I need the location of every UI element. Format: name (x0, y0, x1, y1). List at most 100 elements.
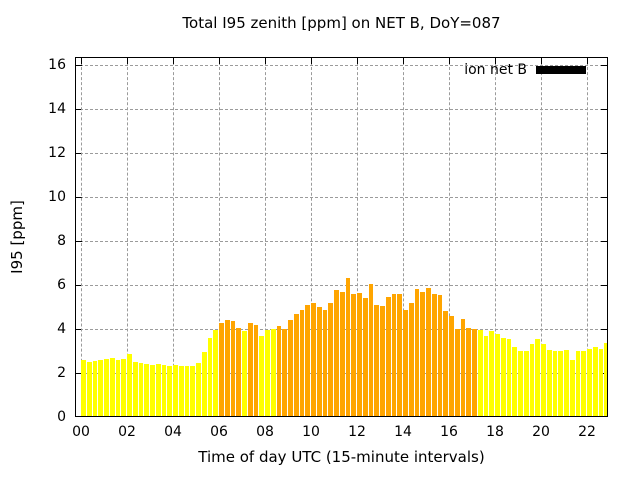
y-tick-label-8: 8 (57, 233, 66, 249)
bar-22:00 (587, 349, 592, 417)
bar-10:45 (328, 303, 333, 417)
bar-02:45 (144, 364, 149, 417)
y-tick-left (75, 285, 82, 286)
y-tick-left (75, 153, 82, 154)
x-tick-label-12: 12 (348, 424, 366, 440)
bar-05:15 (201, 352, 207, 417)
bar-19:00 (518, 351, 523, 417)
bar-16:30 (460, 319, 466, 417)
x-tick-top (219, 57, 220, 64)
bar-03:00 (150, 365, 155, 417)
bar-07:30 (253, 325, 259, 417)
bar-12:45 (374, 305, 379, 417)
y-tick-label-2: 2 (57, 365, 66, 381)
bar-17:45 (489, 331, 494, 417)
x-tick-top (403, 57, 404, 64)
bar-04:00 (173, 365, 178, 417)
y-tick-label-10: 10 (48, 189, 66, 205)
bar-16:45 (466, 328, 471, 417)
y-tick-label-0: 0 (57, 409, 66, 425)
gridline-x-02 (127, 57, 128, 417)
bar-21:00 (564, 350, 569, 417)
bar-15:00 (426, 288, 431, 417)
bar-15:30 (437, 295, 443, 417)
x-tick-label-18: 18 (486, 424, 504, 440)
bar-16:15 (454, 329, 460, 417)
y-tick-left (75, 329, 82, 330)
bar-13:00 (380, 306, 385, 417)
y-tick-right (601, 197, 608, 198)
bar-09:15 (293, 314, 299, 417)
x-tick-label-06: 06 (210, 424, 228, 440)
bar-03:30 (161, 365, 167, 417)
bar-18:15 (500, 338, 506, 417)
bar-06:00 (219, 323, 224, 417)
gridline-x-08 (265, 57, 266, 417)
x-tick-label-16: 16 (440, 424, 458, 440)
bar-20:30 (552, 351, 558, 417)
bar-15:45 (443, 311, 448, 417)
bar-21:15 (569, 360, 575, 417)
bar-10:00 (311, 303, 316, 417)
x-tick-top (495, 57, 496, 64)
gridline-x-18 (495, 57, 496, 417)
bar-14:00 (403, 310, 408, 417)
bar-08:00 (265, 330, 270, 417)
bar-18:00 (495, 334, 500, 417)
bar-04:45 (190, 366, 195, 417)
x-tick-label-04: 04 (164, 424, 182, 440)
bar-00:30 (92, 361, 98, 417)
gridline-x-14 (403, 57, 404, 417)
gridline-x-04 (173, 57, 174, 417)
bar-10:30 (322, 310, 328, 417)
legend: ion net B (464, 62, 586, 78)
x-tick-label-22: 22 (578, 424, 596, 440)
bar-11:30 (345, 278, 351, 417)
y-tick-right (601, 285, 608, 286)
bar-11:15 (339, 292, 345, 417)
bar-10:15 (316, 307, 322, 417)
x-tick-top (449, 57, 450, 64)
x-tick-label-20: 20 (532, 424, 550, 440)
y-tick-label-6: 6 (57, 277, 66, 293)
bar-21:45 (581, 351, 586, 417)
bar-01:30 (115, 360, 121, 417)
bar-22:45 (604, 343, 608, 417)
bar-16:00 (449, 316, 454, 417)
y-tick-left (75, 109, 82, 110)
bar-08:45 (282, 329, 287, 417)
gridline-y-14 (75, 109, 608, 110)
bar-09:30 (299, 310, 305, 417)
x-tick-label-00: 00 (72, 424, 90, 440)
bar-20:15 (546, 350, 552, 417)
gridline-x-06 (219, 57, 220, 417)
bar-14:15 (408, 303, 414, 417)
bar-12:15 (362, 298, 368, 417)
bar-17:30 (483, 336, 489, 417)
bar-13:45 (397, 294, 402, 417)
bar-01:00 (104, 359, 109, 417)
x-tick-top (587, 57, 588, 64)
bar-14:45 (420, 292, 425, 417)
legend-swatch (536, 66, 586, 74)
bar-13:15 (385, 297, 391, 417)
gridline-x-16 (449, 57, 450, 417)
gridline-y-12 (75, 153, 608, 154)
y-tick-right (601, 329, 608, 330)
bar-06:15 (224, 320, 230, 417)
bar-05:00 (196, 363, 201, 417)
bar-19:15 (523, 351, 529, 417)
bar-21:30 (575, 351, 581, 417)
bar-03:45 (167, 366, 172, 417)
bar-00:00 (81, 360, 86, 417)
bar-06:45 (236, 328, 241, 417)
x-tick-top (127, 57, 128, 64)
bar-08:15 (270, 329, 276, 417)
gridline-y-8 (75, 241, 608, 242)
y-tick-left (75, 373, 82, 374)
bar-12:30 (368, 284, 374, 417)
x-tick-top (541, 57, 542, 64)
x-tick-label-02: 02 (118, 424, 136, 440)
bar-04:30 (184, 366, 190, 417)
